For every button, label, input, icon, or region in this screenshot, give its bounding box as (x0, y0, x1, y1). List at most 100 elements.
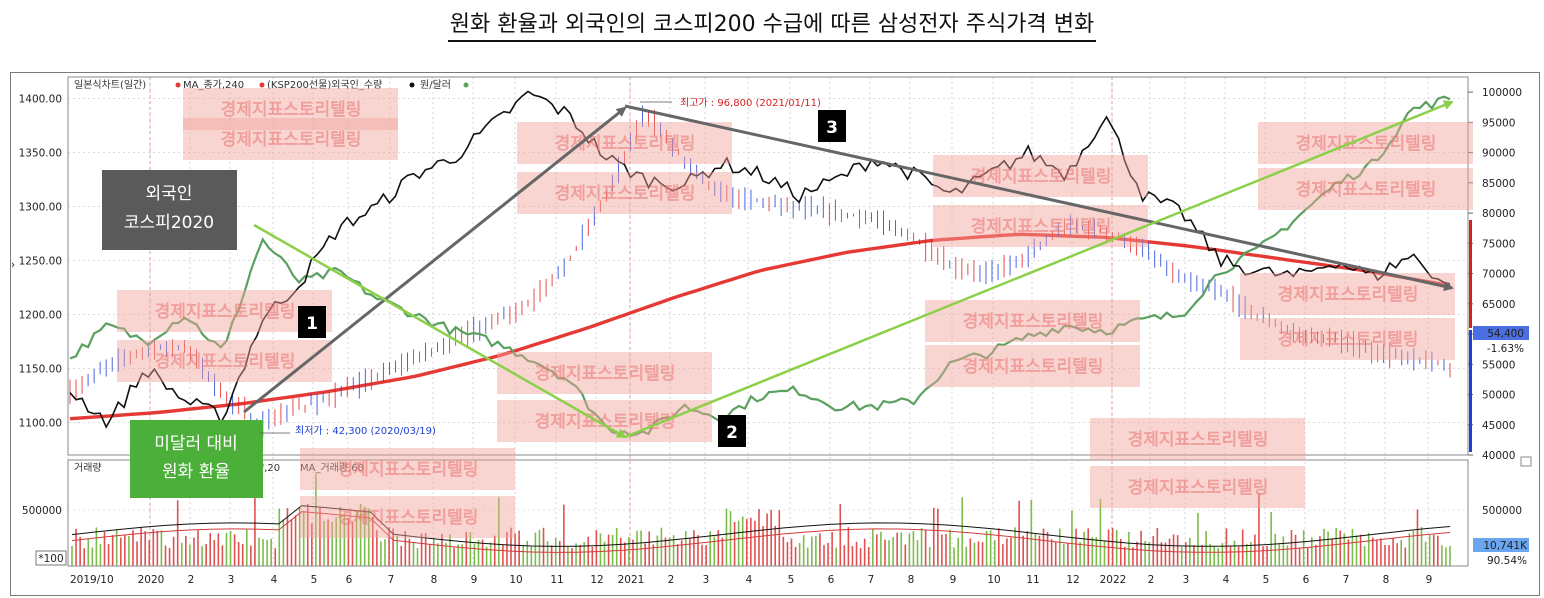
watermark-box (1240, 318, 1455, 360)
x-tick-label: 2019/10 (70, 574, 114, 586)
callout-fx-box (130, 420, 263, 498)
callout-foreign-line2: 코스피2020 (124, 213, 214, 233)
left-y-tick-label: 1350.00 (19, 148, 62, 160)
legend-chart-name: 일본식차트(일간) (74, 79, 146, 91)
x-tick-label: 6 (1303, 574, 1310, 586)
legend-ma-close: MA_종가,240 (183, 79, 244, 91)
volume-panel-border (67, 459, 1469, 567)
volume-right-tick-label: 500000 (1482, 505, 1522, 517)
callout-fx-line2: 원화 환율 (162, 462, 230, 482)
x-tick-label: 7 (388, 574, 395, 586)
watermark-text: 경제지표스토리텔링 (1128, 478, 1269, 498)
watermark-text: 경제지표스토리텔링 (1296, 134, 1437, 154)
high-price-note: 최고가 : 96,800 (2021/01/11) (680, 97, 821, 109)
x-tick-label: 9 (1426, 574, 1433, 586)
watermark-text: 경제지표스토리텔링 (1278, 330, 1419, 350)
watermark-box (117, 340, 332, 382)
watermark-box (117, 290, 332, 332)
series-layer (69, 90, 1451, 438)
x-tick-label: 12 (590, 574, 603, 586)
x-tick-label: 2021 (618, 574, 645, 586)
x-tick-label: 2 (668, 574, 675, 586)
fx-trend-arrow-down (253, 223, 627, 439)
volume-legend-label: 거래량 (74, 462, 102, 474)
x-tick-label: 6 (346, 574, 353, 586)
watermark-box (517, 172, 732, 214)
x-tick-label: 4 (271, 574, 278, 586)
trend-arrow-down (624, 104, 1454, 292)
scale-tag-text: *100 (38, 553, 63, 565)
legend-foreign-dot (259, 82, 265, 88)
right-y-tick-label: 65000 (1482, 299, 1515, 311)
fx-trend-arrow-up (624, 100, 1454, 439)
x-tick-label: 4 (746, 574, 753, 586)
legend-fx-dot (409, 82, 415, 88)
x-tick-label: 7 (1343, 574, 1350, 586)
x-tick-label: 9 (950, 574, 957, 586)
x-tick-label: 10 (987, 574, 1000, 586)
watermark-box (1258, 168, 1473, 210)
watermark-text: 경제지표스토리텔링 (555, 134, 696, 154)
watermark-text: 경제지표스토리텔링 (963, 357, 1104, 377)
watermark-text: 경제지표스토리텔링 (221, 130, 362, 150)
last-price-badge (1473, 326, 1529, 340)
right-y-tick-label: 90000 (1482, 148, 1515, 160)
legend-ma-dot (175, 82, 181, 88)
x-tick-label: 5 (311, 574, 318, 586)
volume-y-tick-label: 500000 (22, 505, 62, 517)
watermark-box (497, 352, 712, 394)
last-volume-badge (1473, 538, 1529, 552)
left-y-tick-label: 1100.00 (19, 418, 62, 430)
annotation-marker (298, 306, 326, 338)
low-price-note: 최저가 : 42,300 (2020/03/19) (295, 425, 436, 437)
watermark-text: 경제지표스토리텔링 (971, 167, 1112, 187)
right-y-tick-label: 100000 (1482, 87, 1522, 99)
watermark-text: 경제지표스토리텔링 (555, 184, 696, 204)
watermark-box (183, 118, 398, 160)
watermark-text: 경제지표스토리텔링 (338, 460, 479, 480)
x-tick-label: 12 (1066, 574, 1079, 586)
volume-legend-ma60: MA_거래량,60 (300, 462, 364, 474)
x-tick-label: 3 (1183, 574, 1190, 586)
annotation-number: 3 (826, 118, 838, 138)
x-tick-label: 6 (828, 574, 835, 586)
legend-fx-green-dot (463, 82, 469, 88)
right-axis-down-strip (1469, 330, 1472, 452)
watermark-box (183, 88, 398, 130)
legend-foreign: (KSP200선물)외국인_수량 (267, 79, 382, 91)
left-y-tick-label: 1250.00 (19, 256, 62, 268)
left-y-tick-label: 1200.00 (19, 310, 62, 322)
watermark-box (1258, 122, 1473, 164)
left-expand-icon: › (11, 259, 15, 271)
volume-ma60-line (71, 511, 1451, 553)
x-tick-label: 11 (1026, 574, 1039, 586)
chart-frame (10, 72, 1540, 596)
watermark-text: 경제지표스토리텔링 (535, 412, 676, 432)
x-tick-label: 2022 (1100, 574, 1127, 586)
annotation-marker (718, 415, 746, 447)
watermark-box (1090, 466, 1305, 508)
watermark-box (300, 496, 515, 538)
x-tick-label: 2 (188, 574, 195, 586)
watermark-text: 경제지표스토리텔링 (963, 312, 1104, 332)
watermark-text: 경제지표스토리텔링 (338, 508, 479, 528)
callout-foreign-line1: 외국인 (146, 184, 193, 204)
watermark-text: 경제지표스토리텔링 (155, 302, 296, 322)
left-y-tick-label: 1300.00 (19, 202, 62, 214)
callout-fx-line1: 미달러 대비 (154, 434, 238, 454)
scale-tag-box (35, 550, 67, 566)
watermark-text: 경제지표스토리텔링 (155, 352, 296, 372)
watermark-text: 경제지표스토리텔링 (221, 100, 362, 120)
watermark-box (925, 300, 1140, 342)
volume-ma20-line (71, 505, 1451, 547)
watermark-box (300, 448, 515, 490)
x-tick-label: 2020 (138, 574, 165, 586)
x-tick-label: 8 (431, 574, 438, 586)
right-y-tick-label: 95000 (1482, 117, 1515, 129)
page-title: 원화 환율과 외국인의 코스피200 수급에 따른 삼성전자 주식가격 변화 (0, 6, 1544, 42)
watermark-text: 경제지표스토리텔링 (1278, 285, 1419, 305)
watermark-text: 경제지표스토리텔링 (535, 364, 676, 384)
watermark-box (1090, 418, 1305, 460)
watermark-box (497, 400, 712, 442)
